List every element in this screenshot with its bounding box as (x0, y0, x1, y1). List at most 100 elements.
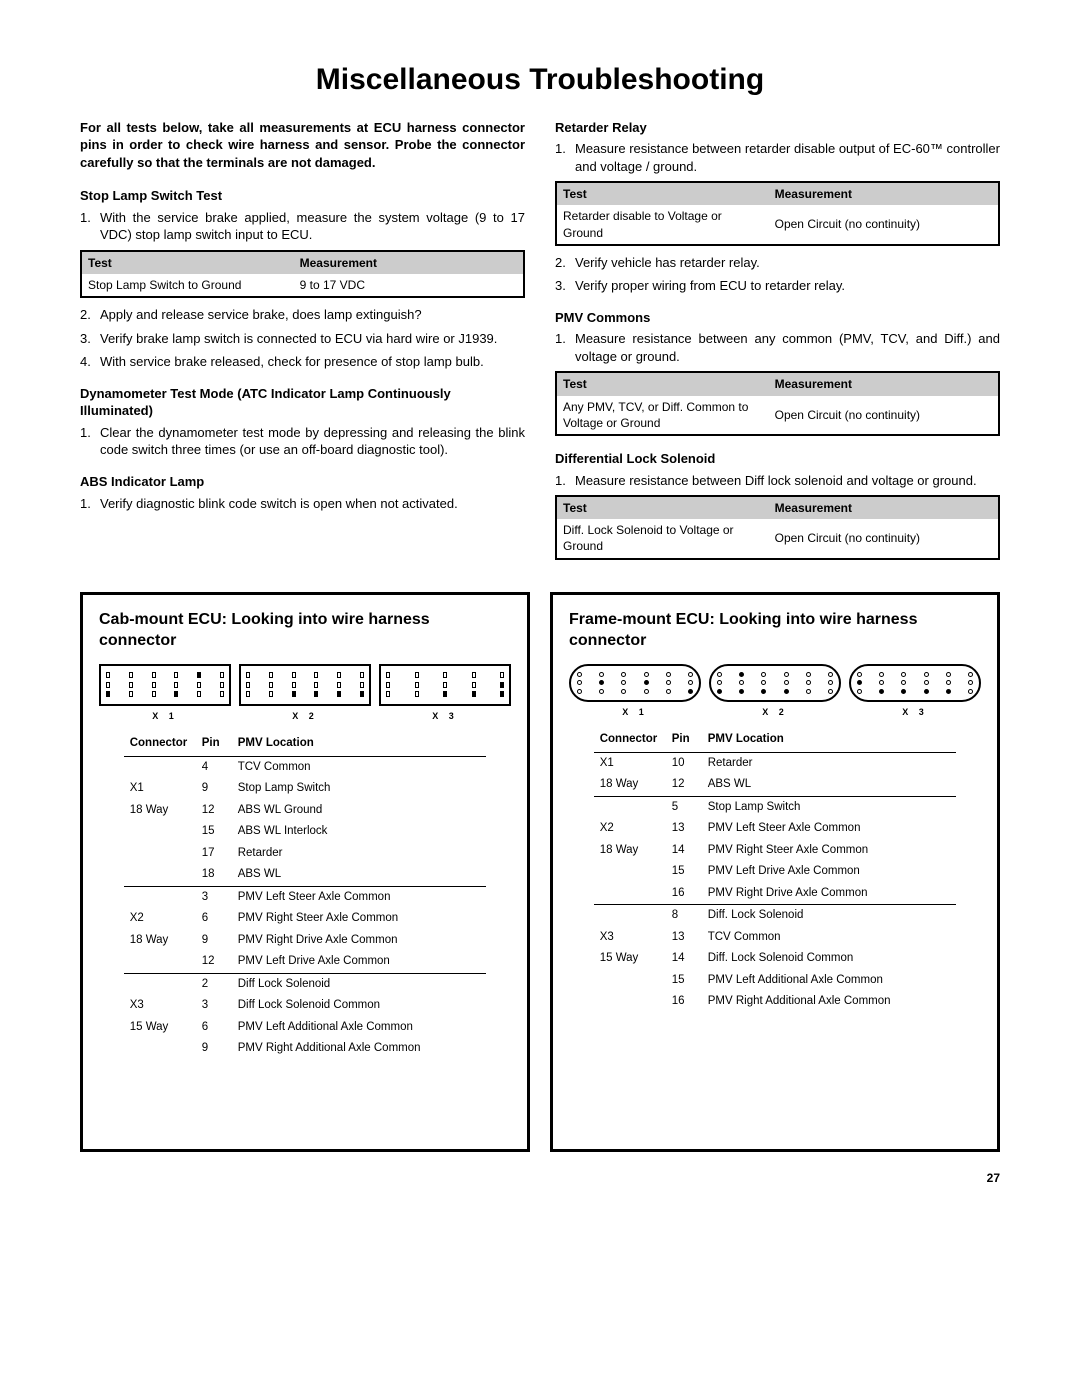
td-connector: X1 (124, 778, 196, 800)
conn-label: X 1 (569, 706, 701, 718)
td-pin: 14 (666, 840, 702, 862)
table-row: X26PMV Right Steer Axle Common (124, 908, 487, 930)
table-row: 15PMV Left Additional Axle Common (594, 970, 957, 992)
step-text: With the service brake applied, measure … (100, 209, 525, 244)
td-pin: 4 (196, 756, 232, 778)
td-connector (594, 861, 666, 883)
step-text: Measure resistance between Diff lock sol… (575, 472, 1000, 490)
connector-x3-icon (849, 664, 981, 702)
td-connector: 18 Way (124, 800, 196, 822)
td-pin: 12 (196, 800, 232, 822)
step-num: 2. (555, 254, 575, 272)
step-text: Verify proper wiring from ECU to retarde… (575, 277, 1000, 295)
step-text: Clear the dynamometer test mode by depre… (100, 424, 525, 459)
td-connector: 18 Way (594, 774, 666, 796)
frame-ecu-box: Frame-mount ECU: Looking into wire harne… (550, 592, 1000, 1152)
table-row: 3PMV Left Steer Axle Common (124, 886, 487, 908)
connector-x1-icon (99, 664, 231, 706)
td-connector: 15 Way (594, 948, 666, 970)
conn-label: X 2 (239, 710, 371, 722)
step-num: 3. (80, 330, 100, 348)
step-text: Measure resistance between retarder disa… (575, 140, 1000, 175)
table-row: X110Retarder (594, 752, 957, 774)
step-num: 3. (555, 277, 575, 295)
conn-label: X 2 (709, 706, 841, 718)
diff-heading: Differential Lock Solenoid (555, 450, 1000, 468)
retarder-heading: Retarder Relay (555, 119, 1000, 137)
step-num: 1. (80, 424, 100, 459)
connector-x1-icon (569, 664, 701, 702)
left-column: For all tests below, take all measuremen… (80, 119, 525, 568)
td-location: PMV Left Additional Axle Common (702, 970, 957, 992)
step-num: 1. (80, 209, 100, 244)
th-connector: Connector (124, 732, 196, 756)
step-text: Verify brake lamp switch is connected to… (100, 330, 525, 348)
step-text: Measure resistance between any common (P… (575, 330, 1000, 365)
td-location: Retarder (702, 752, 957, 774)
step-num: 1. (555, 140, 575, 175)
diff-table: TestMeasurement Diff. Lock Solenoid to V… (555, 495, 1000, 560)
td-pin: 6 (196, 908, 232, 930)
table-row: X33Diff Lock Solenoid Common (124, 995, 487, 1017)
td-pin: 9 (196, 930, 232, 952)
td-location: ABS WL (232, 864, 487, 886)
frame-ecu-title: Frame-mount ECU: Looking into wire harne… (569, 609, 981, 652)
td-pin: 15 (666, 861, 702, 883)
table-row: 8Diff. Lock Solenoid (594, 905, 957, 927)
table-row: 9PMV Right Additional Axle Common (124, 1038, 487, 1060)
th-pin: Pin (666, 728, 702, 752)
table-row: 16PMV Right Additional Axle Common (594, 991, 957, 1013)
td-location: PMV Right Additional Axle Common (232, 1038, 487, 1060)
connector-x2-icon (239, 664, 371, 706)
td-pin: 3 (196, 995, 232, 1017)
td-location: PMV Left Drive Axle Common (232, 951, 487, 973)
table-row: X213PMV Left Steer Axle Common (594, 818, 957, 840)
frame-connectors: X 1 X 2 X 3 (569, 664, 981, 718)
th-location: PMV Location (232, 732, 487, 756)
step-num: 2. (80, 306, 100, 324)
table-row: 15 Way14Diff. Lock Solenoid Common (594, 948, 957, 970)
conn-label: X 1 (99, 710, 231, 722)
retarder-table: TestMeasurement Retarder disable to Volt… (555, 181, 1000, 246)
td-connector (124, 821, 196, 843)
connector-x3-icon (379, 664, 511, 706)
step-text: Verify vehicle has retarder relay. (575, 254, 1000, 272)
td-connector: 18 Way (124, 930, 196, 952)
table-row: X19Stop Lamp Switch (124, 778, 487, 800)
table-row: 15PMV Left Drive Axle Common (594, 861, 957, 883)
td-location: ABS WL Interlock (232, 821, 487, 843)
td-pin: 13 (666, 818, 702, 840)
td-connector: X2 (594, 818, 666, 840)
th-pin: Pin (196, 732, 232, 756)
td-location: Retarder (232, 843, 487, 865)
table-row: 18 Way14PMV Right Steer Axle Common (594, 840, 957, 862)
td-pin: 3 (196, 886, 232, 908)
page-number: 27 (80, 1170, 1000, 1186)
td-pin: 13 (666, 927, 702, 949)
td-pin: 15 (196, 821, 232, 843)
table-row: 15 Way6PMV Left Additional Axle Common (124, 1017, 487, 1039)
td-connector (594, 991, 666, 1013)
td-location: TCV Common (702, 927, 957, 949)
td-pin: 16 (666, 883, 702, 905)
abs-lamp-heading: ABS Indicator Lamp (80, 473, 525, 491)
th-meas: Measurement (769, 372, 999, 395)
td-connector (594, 883, 666, 905)
td-location: PMV Right Drive Axle Common (702, 883, 957, 905)
th-test: Test (556, 182, 769, 205)
td-location: PMV Left Drive Axle Common (702, 861, 957, 883)
cab-pin-table: Connector Pin PMV Location 4TCV CommonX1… (124, 732, 487, 1060)
td-pin: 9 (196, 1038, 232, 1060)
td-location: PMV Right Drive Axle Common (232, 930, 487, 952)
td-connector (124, 1038, 196, 1060)
cab-ecu-box: Cab-mount ECU: Looking into wire harness… (80, 592, 530, 1152)
td-location: Stop Lamp Switch (702, 796, 957, 818)
conn-label: X 3 (849, 706, 981, 718)
td-location: Stop Lamp Switch (232, 778, 487, 800)
td-location: Diff. Lock Solenoid Common (702, 948, 957, 970)
cab-ecu-title: Cab-mount ECU: Looking into wire harness… (99, 609, 511, 652)
td-connector: X3 (594, 927, 666, 949)
top-columns: For all tests below, take all measuremen… (80, 119, 1000, 568)
td-pin: 14 (666, 948, 702, 970)
table-row: 18 Way12ABS WL Ground (124, 800, 487, 822)
